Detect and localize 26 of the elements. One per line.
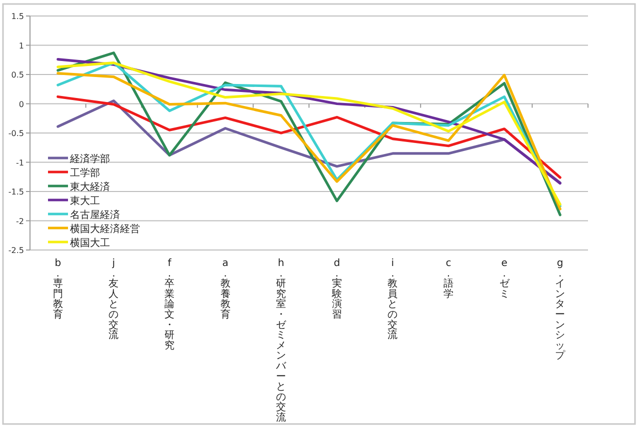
legend-label: 横国大工 [70, 237, 110, 249]
x-tick-label: e.ゼミ [499, 258, 510, 300]
x-tick-label: b.専門教育 [52, 258, 63, 320]
category-label: g.インターンシップ [555, 258, 566, 362]
legend-label: 経済学部 [69, 153, 110, 165]
y-tick-label: -1.5 [8, 188, 24, 196]
legend-label: 東大経済 [70, 181, 110, 193]
category-label: h.研究室・ゼミメンバーとの交流 [276, 258, 286, 424]
x-tick-label: a.教養教育 [220, 258, 230, 320]
y-tick-label: 0.5 [11, 70, 24, 80]
legend-label: 工学部 [70, 167, 100, 179]
x-tick-label: c.語学 [444, 258, 454, 300]
y-tick-label: -2.5 [8, 246, 24, 255]
y-tick-label: -2 [16, 216, 24, 226]
y-tick-label: 0 [18, 100, 24, 109]
legend-label: 横国大経済経営 [70, 223, 140, 235]
y-tick-label: 1 [18, 41, 24, 50]
y-tick-label: -1 [16, 158, 24, 168]
y-tick-label: 1.5 [11, 12, 24, 21]
x-tick-label: i.教員との交流 [388, 258, 398, 342]
y-tick-label: -0.5 [8, 129, 24, 138]
x-tick-label: j.友人との交流 [108, 258, 119, 342]
legend-label: 名古屋経済 [70, 209, 120, 221]
category-label: f.卒業論文・研究 [164, 258, 174, 352]
x-tick-label: d.実験演習 [330, 258, 342, 320]
legend-label: 東大工 [70, 195, 100, 207]
